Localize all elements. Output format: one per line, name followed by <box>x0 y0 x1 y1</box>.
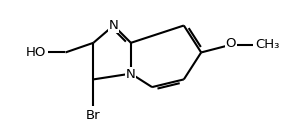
Text: HO: HO <box>26 46 46 59</box>
Text: N: N <box>109 19 118 32</box>
Text: Br: Br <box>86 109 101 122</box>
Text: N: N <box>126 68 136 81</box>
Text: O: O <box>226 37 236 50</box>
Text: CH₃: CH₃ <box>255 38 279 51</box>
